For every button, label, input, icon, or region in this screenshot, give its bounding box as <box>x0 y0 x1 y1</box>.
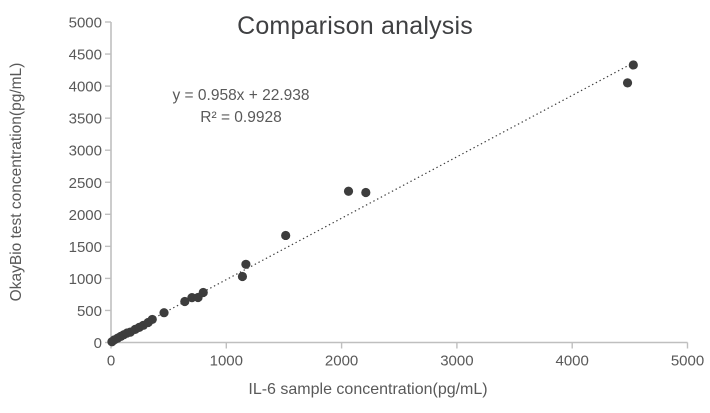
y-tick-label: 4500 <box>69 47 102 64</box>
y-tick-label: 4000 <box>69 79 102 96</box>
r-squared-label: R² = 0.9928 <box>200 109 282 126</box>
chart-title: Comparison analysis <box>237 12 473 40</box>
y-tick-label: 5000 <box>69 15 102 32</box>
y-tick-label: 3000 <box>69 143 102 160</box>
x-tick-label: 2000 <box>325 353 358 370</box>
scatter-point <box>180 296 190 307</box>
x-tick-label: 0 <box>107 353 115 370</box>
scatter-point <box>622 78 633 88</box>
y-tick-label: 2000 <box>69 207 102 224</box>
scatter-point <box>147 314 157 325</box>
trendline <box>113 62 634 341</box>
scatter-point <box>159 308 169 318</box>
scatter-point <box>628 60 638 70</box>
x-axis-title: IL-6 sample concentration(pg/mL) <box>248 381 488 398</box>
y-tick-label: 0 <box>94 335 102 352</box>
x-tick-label: 4000 <box>556 353 589 370</box>
trendline-equation-label: y = 0.958x + 22.938 <box>172 87 310 104</box>
y-tick-label: 1500 <box>69 239 102 256</box>
scatter-point <box>343 186 354 196</box>
x-tick-label: 5000 <box>671 353 704 370</box>
y-tick-label: 3500 <box>69 111 102 128</box>
x-tick-label: 1000 <box>210 353 243 370</box>
scatter-point <box>198 287 208 298</box>
scatter-point <box>241 259 251 269</box>
scatter-point <box>237 271 248 282</box>
trendline-equation-block: y = 0.958x + 22.938 R² = 0.9928 <box>172 85 309 129</box>
scatter-point <box>281 230 291 241</box>
x-tick-label: 3000 <box>440 353 473 370</box>
y-tick-label: 2500 <box>69 175 102 192</box>
y-axis-title: OkayBio test concentration(pg/mL) <box>8 62 25 302</box>
y-tick-label: 1000 <box>69 271 102 288</box>
scatter-point <box>361 187 371 198</box>
y-tick-label: 500 <box>77 303 102 320</box>
